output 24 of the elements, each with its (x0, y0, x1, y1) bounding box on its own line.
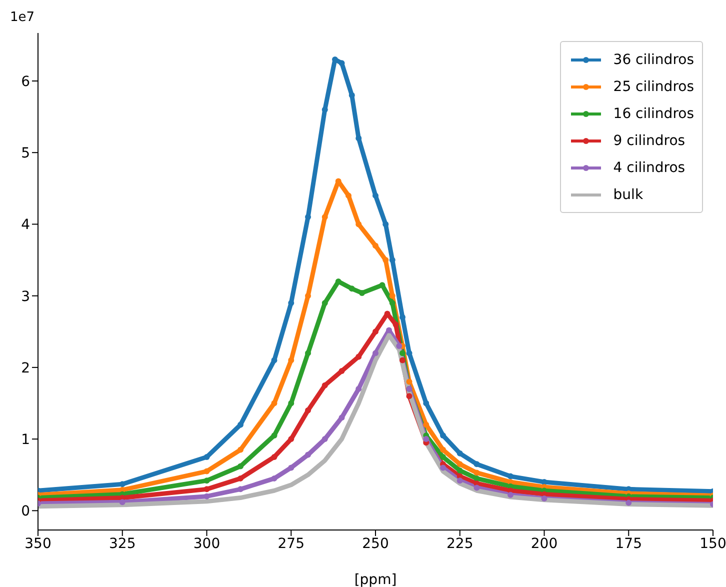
x-tick-label: 175 (615, 536, 642, 552)
y-tick-label: 3 (21, 288, 30, 305)
x-tick-label: 225 (446, 536, 474, 552)
legend-label: 9 cilindros (613, 132, 686, 148)
legend-label: 25 cilindros (613, 78, 694, 94)
legend-label: 16 cilindros (613, 106, 694, 122)
x-tick-label: 300 (193, 536, 220, 552)
x-tick-label: 150 (700, 536, 726, 552)
y-tick-label: 2 (21, 360, 30, 376)
y-tick-label: 0 (21, 504, 30, 520)
legend-label: 4 cilindros (613, 160, 686, 176)
y-tick-label: 6 (21, 74, 30, 90)
legend-label: 36 cilindros (613, 52, 694, 68)
x-tick-label: 250 (362, 536, 389, 552)
x-tick-label: 325 (109, 536, 136, 552)
x-axis-title: [ppm] (354, 572, 397, 587)
y-tick-label: 1 (21, 432, 30, 448)
x-tick-label: 350 (24, 536, 52, 552)
legend-label: bulk (613, 186, 644, 202)
x-tick-label: 200 (530, 536, 558, 552)
y-tick-label: 4 (21, 217, 30, 234)
y-tick-label: 5 (21, 146, 30, 162)
text: 1e7 (10, 10, 35, 25)
x-tick-label: 275 (278, 536, 304, 552)
